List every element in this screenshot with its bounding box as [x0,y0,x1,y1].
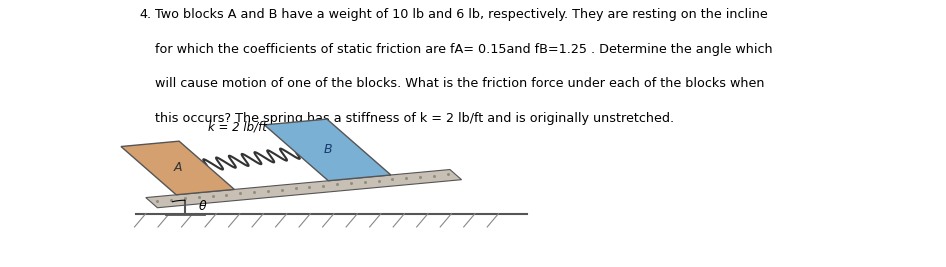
Text: will cause motion of one of the blocks. What is the friction force under each of: will cause motion of one of the blocks. … [155,77,764,91]
Text: Two blocks A and B have a weight of 10 lb and 6 lb, respectively. They are resti: Two blocks A and B have a weight of 10 l… [155,8,768,21]
Polygon shape [146,170,462,208]
Text: 4.: 4. [139,8,151,21]
Text: A: A [173,162,182,174]
Text: this occurs? The spring has a stiffness of k = 2 lb/ft and is originally unstret: this occurs? The spring has a stiffness … [155,112,674,125]
Text: for which the coefficients of static friction are fA= 0.15and fB=1.25 . Determin: for which the coefficients of static fri… [155,43,773,56]
Text: k = 2 lb/ft: k = 2 lb/ft [208,121,267,134]
Polygon shape [264,119,391,181]
Text: B: B [324,143,332,156]
Polygon shape [121,141,235,195]
Text: θ: θ [199,201,206,213]
